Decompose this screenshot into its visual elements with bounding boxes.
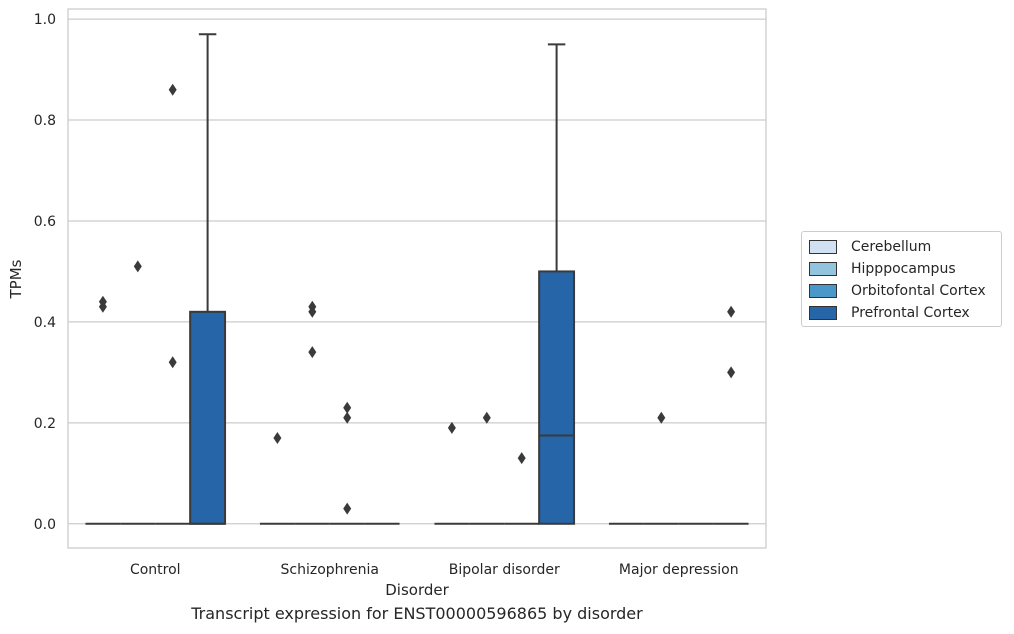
x-tick-label: Bipolar disorder [449,562,560,578]
outlier-point [343,411,352,424]
box-body [538,270,576,525]
box-plots [85,33,749,525]
box-body [189,310,227,525]
legend-item: Hipppocampus [809,258,1001,280]
x-axis-label: Disorder [385,581,449,599]
outlier-point [308,346,317,359]
outlier-point [343,502,352,515]
box-prefrontal-cortex [538,43,576,525]
plot-area-frame [67,8,767,549]
x-tick-label: Schizophrenia [281,562,379,578]
outlier-point [98,295,107,308]
outlier-point [133,260,142,273]
y-tick-label: 0.2 [34,416,56,432]
outlier-point [273,431,282,444]
legend-label: Hipppocampus [851,261,956,277]
legend-label: Cerebellum [851,239,932,255]
x-axis-ticks: Control Schizophrenia Bipolar disorder Majo… [130,562,739,578]
outlier-point [447,421,456,434]
legend-swatch [809,240,837,254]
outlier-point [727,366,736,379]
y-axis-label: TPMs [7,259,25,299]
outlier-point [168,356,177,369]
outlier-point [168,83,177,96]
outlier-point [308,300,317,313]
x-tick-label: Major depression [619,562,739,578]
legend-swatch [809,262,837,276]
legend-label: Orbitofontal Cortex [851,283,986,299]
outlier-point [343,401,352,414]
figure-caption: Transcript expression for ENST0000059686… [191,604,643,623]
y-tick-label: 0.0 [34,517,56,533]
legend-item: Orbitofontal Cortex [809,280,1001,302]
legend-swatch [809,306,837,320]
legend-item: Cerebellum [809,236,1001,258]
legend: Cerebellum Hipppocampus Orbitofontal Corte… [801,231,1002,327]
y-tick-label: 0.6 [34,214,56,230]
y-tick-label: 0.8 [34,113,56,129]
x-tick-label: Control [130,562,181,578]
legend-item: Prefrontal Cortex [809,302,1001,324]
legend-label: Prefrontal Cortex [851,305,970,321]
legend-swatch [809,284,837,298]
box-prefrontal-cortex [189,33,227,525]
outlier-points [98,83,736,515]
outlier-point [727,305,736,318]
y-tick-label: 1.0 [34,12,56,28]
y-tick-label: 0.4 [34,315,56,331]
outlier-point [657,411,666,424]
y-axis-ticks: 0.0 0.2 0.4 0.6 0.8 1.0 [34,12,56,533]
outlier-point [482,411,491,424]
outlier-point [517,452,526,465]
